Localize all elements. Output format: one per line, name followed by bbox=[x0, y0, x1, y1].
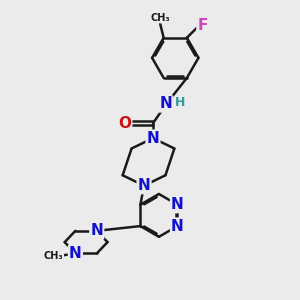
Text: N: N bbox=[159, 96, 172, 111]
Text: F: F bbox=[197, 18, 208, 33]
Text: N: N bbox=[69, 246, 82, 261]
Text: N: N bbox=[138, 178, 150, 193]
Text: CH₃: CH₃ bbox=[151, 13, 170, 22]
Text: N: N bbox=[90, 223, 103, 238]
Text: N: N bbox=[171, 219, 184, 234]
Text: N: N bbox=[147, 130, 159, 146]
Text: H: H bbox=[175, 96, 185, 109]
Text: CH₃: CH₃ bbox=[44, 251, 63, 261]
Text: O: O bbox=[118, 116, 131, 131]
Text: N: N bbox=[171, 197, 184, 212]
